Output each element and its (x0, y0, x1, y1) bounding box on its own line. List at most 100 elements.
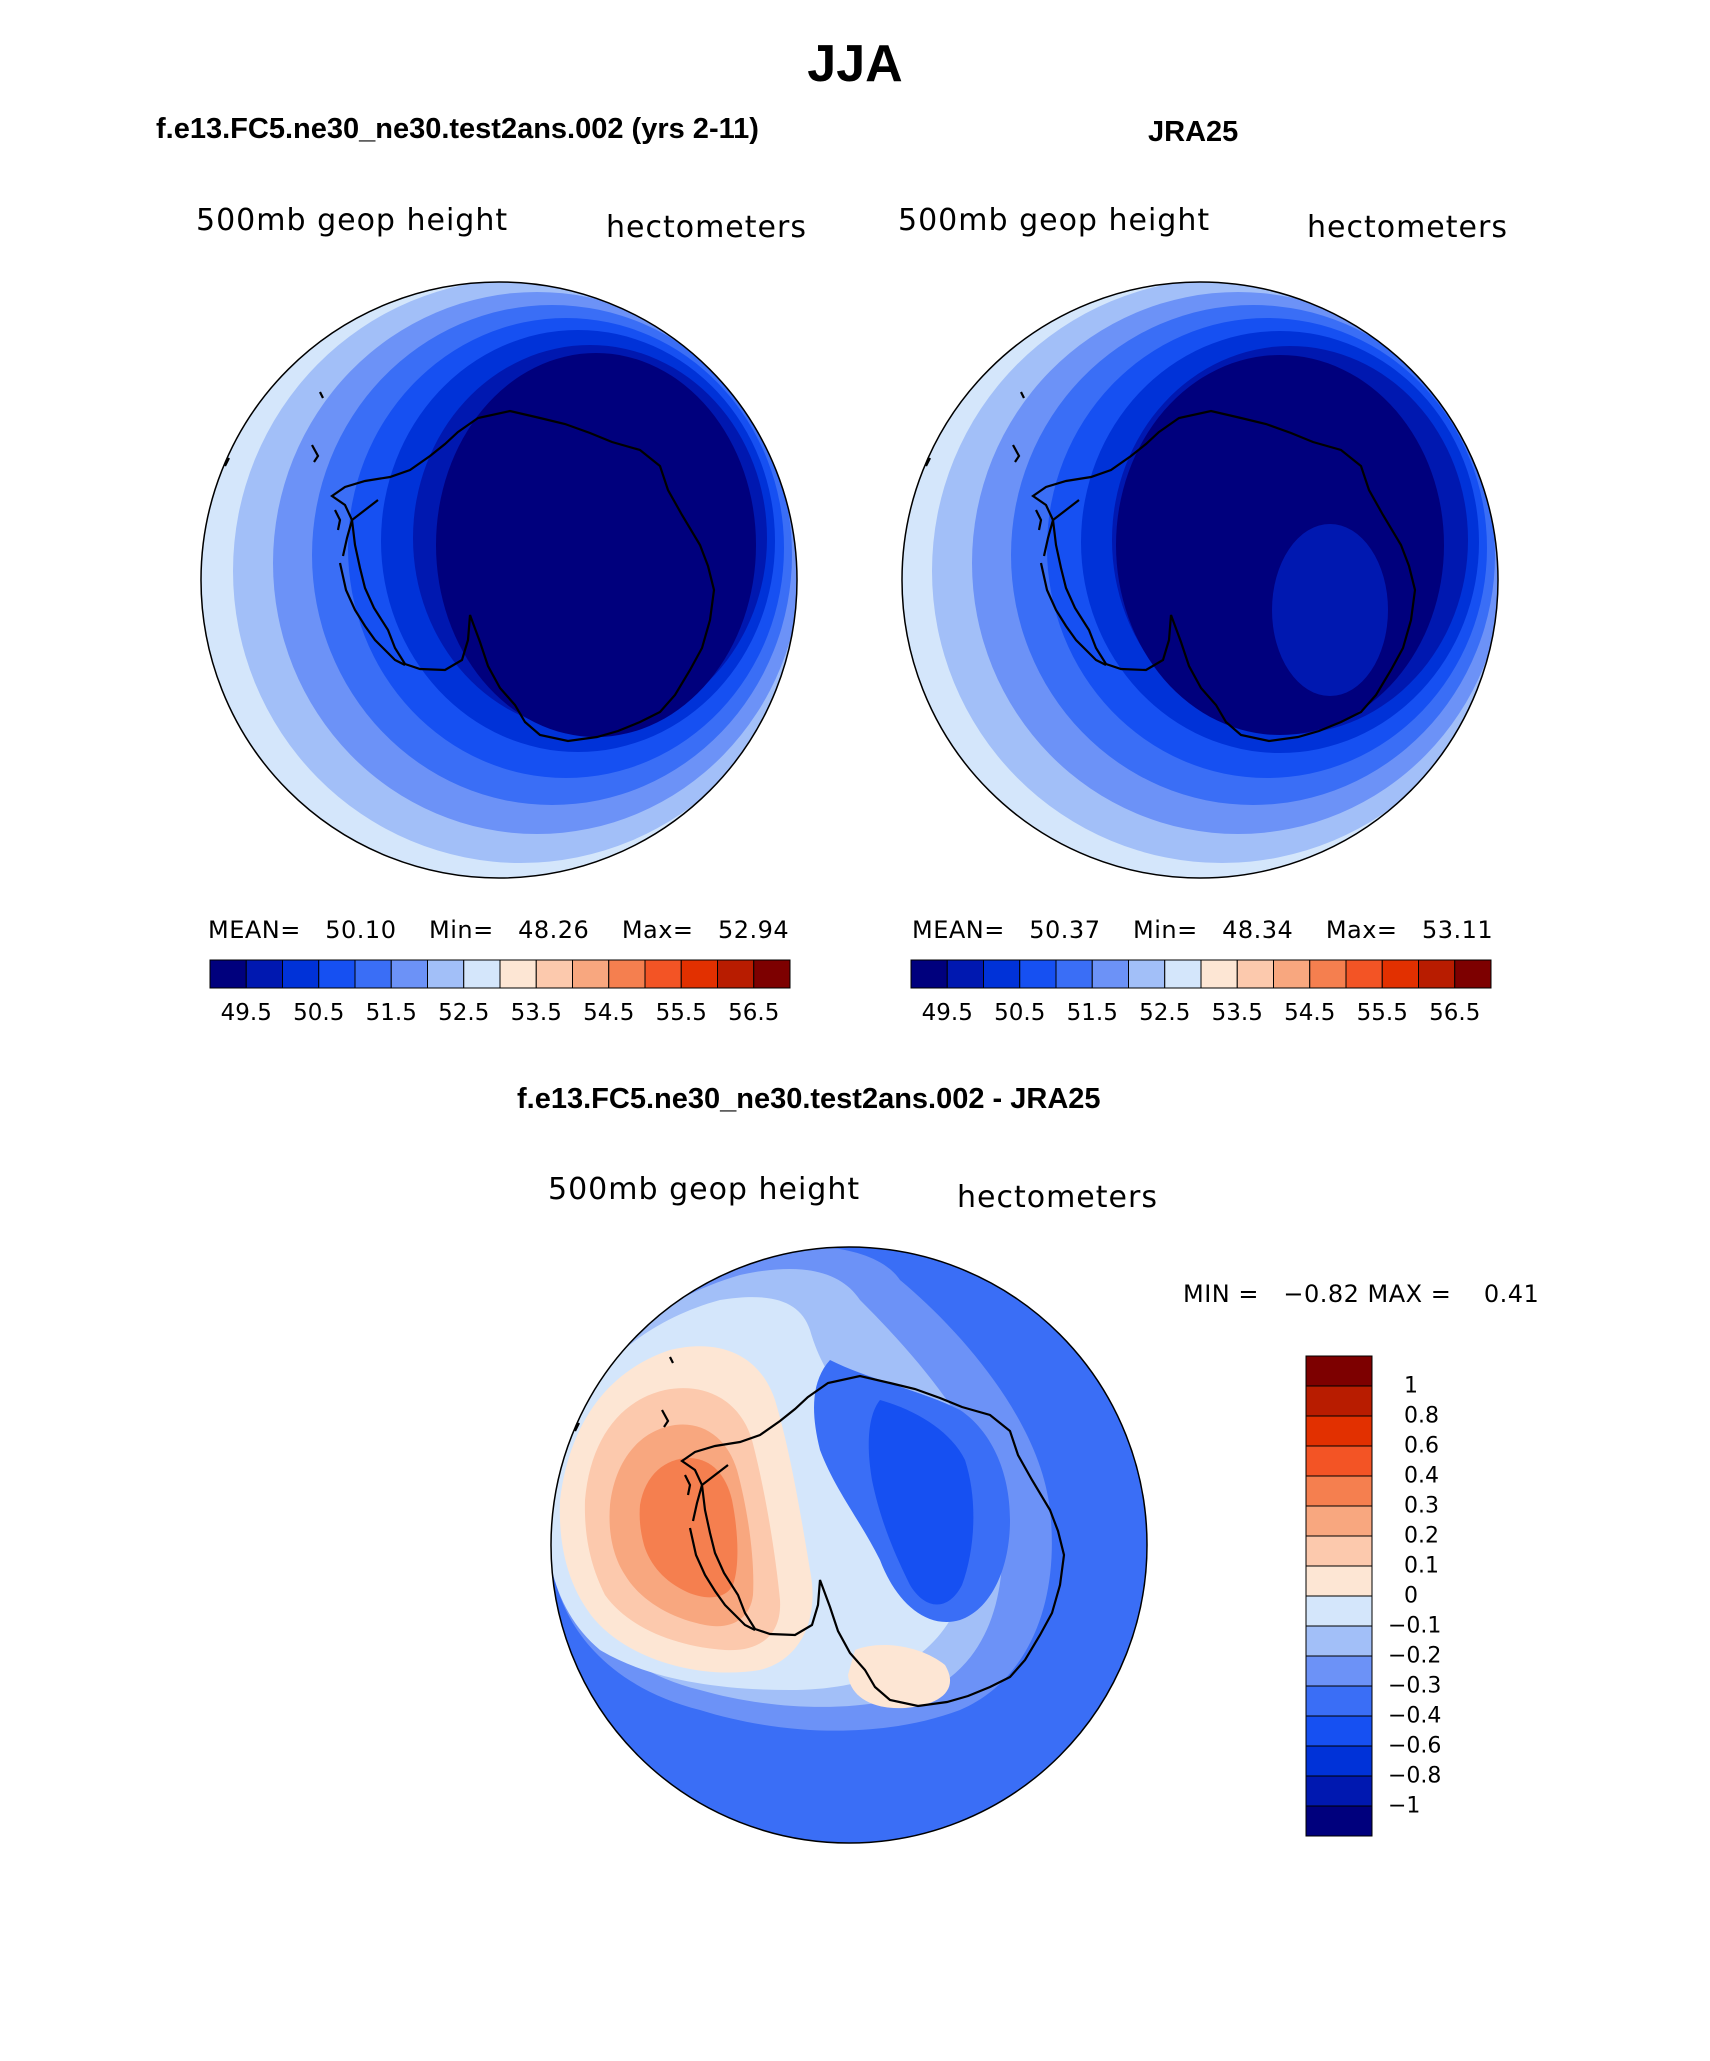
colorbar-tick-label: −0.6 (1388, 1733, 1442, 1759)
obs-units-label: hectometers (1307, 210, 1508, 245)
colorbar-swatch (1454, 959, 1492, 989)
colorbar-tick-label: 53.5 (1211, 1000, 1263, 1026)
colorbar-swatch (282, 959, 320, 989)
colorbar-tick-label: 56.5 (1429, 1000, 1481, 1026)
colorbar-tick-label: 49.5 (921, 1000, 973, 1026)
model-variable-label: 500mb geop height (196, 203, 509, 238)
colorbar-tick-label: 50.5 (994, 1000, 1046, 1026)
colorbar-swatch (1418, 959, 1456, 989)
colorbar-swatch (1305, 1595, 1373, 1627)
model-max-label: Max= (621, 916, 694, 944)
colorbar-tick-label: 55.5 (655, 1000, 707, 1026)
colorbar-swatch (717, 959, 755, 989)
colorbar-swatch (910, 959, 948, 989)
model-antarctica-outline (224, 391, 716, 743)
model-colorbar (209, 959, 791, 989)
colorbar-tick-label: 49.5 (220, 1000, 272, 1026)
model-stats: MEAN= 50.10 Min= 48.26 Max= 52.94 (208, 916, 789, 944)
colorbar-tick-label: −0.8 (1388, 1763, 1442, 1789)
diff-units-label: hectometers (957, 1180, 1158, 1215)
colorbar-swatch (1305, 1445, 1373, 1477)
colorbar-swatch (209, 959, 247, 989)
colorbar-tick-label: 55.5 (1356, 1000, 1408, 1026)
colorbar-swatch (390, 959, 428, 989)
colorbar-tick-label: 52.5 (438, 1000, 490, 1026)
model-mean-value: 50.10 (325, 916, 397, 944)
colorbar-swatch (1305, 1715, 1373, 1747)
colorbar-tick-label: 0.8 (1404, 1403, 1439, 1429)
colorbar-tick-label: 52.5 (1139, 1000, 1191, 1026)
colorbar-swatch (463, 959, 501, 989)
model-max-value: 52.94 (717, 916, 790, 944)
obs-min-label: Min= (1132, 916, 1198, 944)
colorbar-swatch (354, 959, 392, 989)
colorbar-tick-label: 51.5 (1066, 1000, 1118, 1026)
colorbar-swatch (1305, 1685, 1373, 1717)
colorbar-tick-label: 56.5 (728, 1000, 780, 1026)
colorbar-swatch (1305, 1535, 1373, 1567)
colorbar-swatch (499, 959, 537, 989)
colorbar-tick-label: 51.5 (365, 1000, 417, 1026)
colorbar-tick-label: −0.3 (1388, 1673, 1442, 1699)
diff-antarctica-outline (574, 1356, 1066, 1708)
colorbar-swatch (1128, 959, 1166, 989)
obs-mean-value: 50.37 (1029, 916, 1101, 944)
colorbar-swatch (1236, 959, 1274, 989)
obs-antarctica-outline (925, 391, 1417, 743)
colorbar-swatch (1055, 959, 1093, 989)
colorbar-swatch (1309, 959, 1347, 989)
colorbar-swatch (680, 959, 718, 989)
colorbar-tick-label: −1 (1388, 1793, 1421, 1819)
colorbar-swatch (1305, 1775, 1373, 1807)
colorbar-tick-label: 0.1 (1404, 1553, 1439, 1579)
colorbar-swatch (1305, 1415, 1373, 1447)
colorbar-swatch (1305, 1805, 1373, 1837)
colorbar-swatch (1273, 959, 1311, 989)
colorbar-tick-label: 50.5 (293, 1000, 345, 1026)
colorbar-swatch (1305, 1745, 1373, 1777)
obs-mean-label: MEAN= (912, 916, 1005, 944)
colorbar-tick-label: −0.1 (1388, 1613, 1442, 1639)
model-units-label: hectometers (606, 210, 807, 245)
model-panel-title: f.e13.FC5.ne30_ne30.test2ans.002 (yrs 2-… (156, 113, 759, 145)
colorbar-swatch (1305, 1625, 1373, 1657)
colorbar-swatch (1305, 1565, 1373, 1597)
colorbar-swatch (1091, 959, 1129, 989)
diff-minmax: MIN = −0.82 MAX = 0.41 (1183, 1280, 1540, 1308)
main-title: JJA (807, 35, 903, 93)
colorbar-tick-label: 54.5 (583, 1000, 635, 1026)
colorbar-swatch (1305, 1655, 1373, 1687)
obs-variable-label: 500mb geop height (898, 203, 1211, 238)
model-colorbar-ticks: 49.5 50.5 51.5 52.5 53.5 54.5 55.5 56.5 (210, 1000, 790, 1030)
colorbar-tick-label: 0.4 (1404, 1463, 1439, 1489)
colorbar-tick-label: 0.3 (1404, 1493, 1439, 1519)
diff-colorbar (1305, 1355, 1373, 1837)
colorbar-swatch (1305, 1475, 1373, 1507)
colorbar-tick-label: 0.2 (1404, 1523, 1439, 1549)
obs-min-value: 48.34 (1222, 916, 1294, 944)
colorbar-swatch (983, 959, 1021, 989)
model-min-label: Min= (428, 916, 494, 944)
colorbar-swatch (1305, 1385, 1373, 1417)
colorbar-tick-label: 0 (1404, 1583, 1418, 1609)
obs-panel-title: JRA25 (1148, 116, 1239, 148)
model-mean-label: MEAN= (208, 916, 301, 944)
obs-max-label: Max= (1325, 916, 1398, 944)
colorbar-tick-label: 1 (1404, 1373, 1418, 1399)
colorbar-tick-label: −0.2 (1388, 1643, 1442, 1669)
colorbar-swatch (535, 959, 573, 989)
colorbar-swatch (1381, 959, 1419, 989)
model-min-value: 48.26 (518, 916, 590, 944)
colorbar-tick-label: 54.5 (1284, 1000, 1336, 1026)
colorbar-swatch (1019, 959, 1057, 989)
colorbar-swatch (753, 959, 791, 989)
obs-stats: MEAN= 50.37 Min= 48.34 Max= 53.11 (912, 916, 1493, 944)
colorbar-tick-label: 53.5 (510, 1000, 562, 1026)
colorbar-swatch (1200, 959, 1238, 989)
obs-max-value: 53.11 (1421, 916, 1494, 944)
colorbar-tick-label: −0.4 (1388, 1703, 1442, 1729)
colorbar-swatch (245, 959, 283, 989)
